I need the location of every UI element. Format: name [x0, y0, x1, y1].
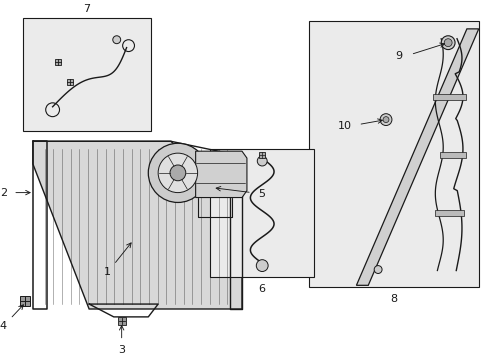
Circle shape: [379, 114, 391, 126]
Circle shape: [170, 165, 185, 181]
Polygon shape: [356, 29, 478, 285]
Text: 9: 9: [394, 51, 402, 62]
Circle shape: [256, 260, 267, 271]
Circle shape: [148, 143, 207, 202]
Text: 5: 5: [258, 189, 264, 199]
Circle shape: [443, 39, 451, 46]
Circle shape: [373, 266, 381, 274]
Bar: [439, 152, 465, 158]
Text: 1: 1: [104, 267, 111, 277]
Bar: [432, 94, 465, 100]
Text: 8: 8: [389, 294, 397, 304]
Polygon shape: [195, 151, 246, 198]
Polygon shape: [33, 141, 242, 309]
Bar: [434, 210, 463, 216]
Text: 6: 6: [258, 284, 265, 294]
Circle shape: [440, 36, 454, 50]
Bar: [23, 18, 151, 131]
Text: 7: 7: [83, 4, 90, 14]
Text: 10: 10: [337, 121, 351, 131]
Text: 3: 3: [118, 346, 125, 355]
Circle shape: [257, 156, 266, 166]
Text: 4: 4: [0, 321, 7, 331]
Bar: [308, 21, 478, 287]
Circle shape: [382, 117, 388, 122]
Bar: [210, 149, 313, 278]
Circle shape: [158, 153, 197, 193]
Circle shape: [113, 36, 121, 44]
Text: 2: 2: [0, 188, 7, 198]
